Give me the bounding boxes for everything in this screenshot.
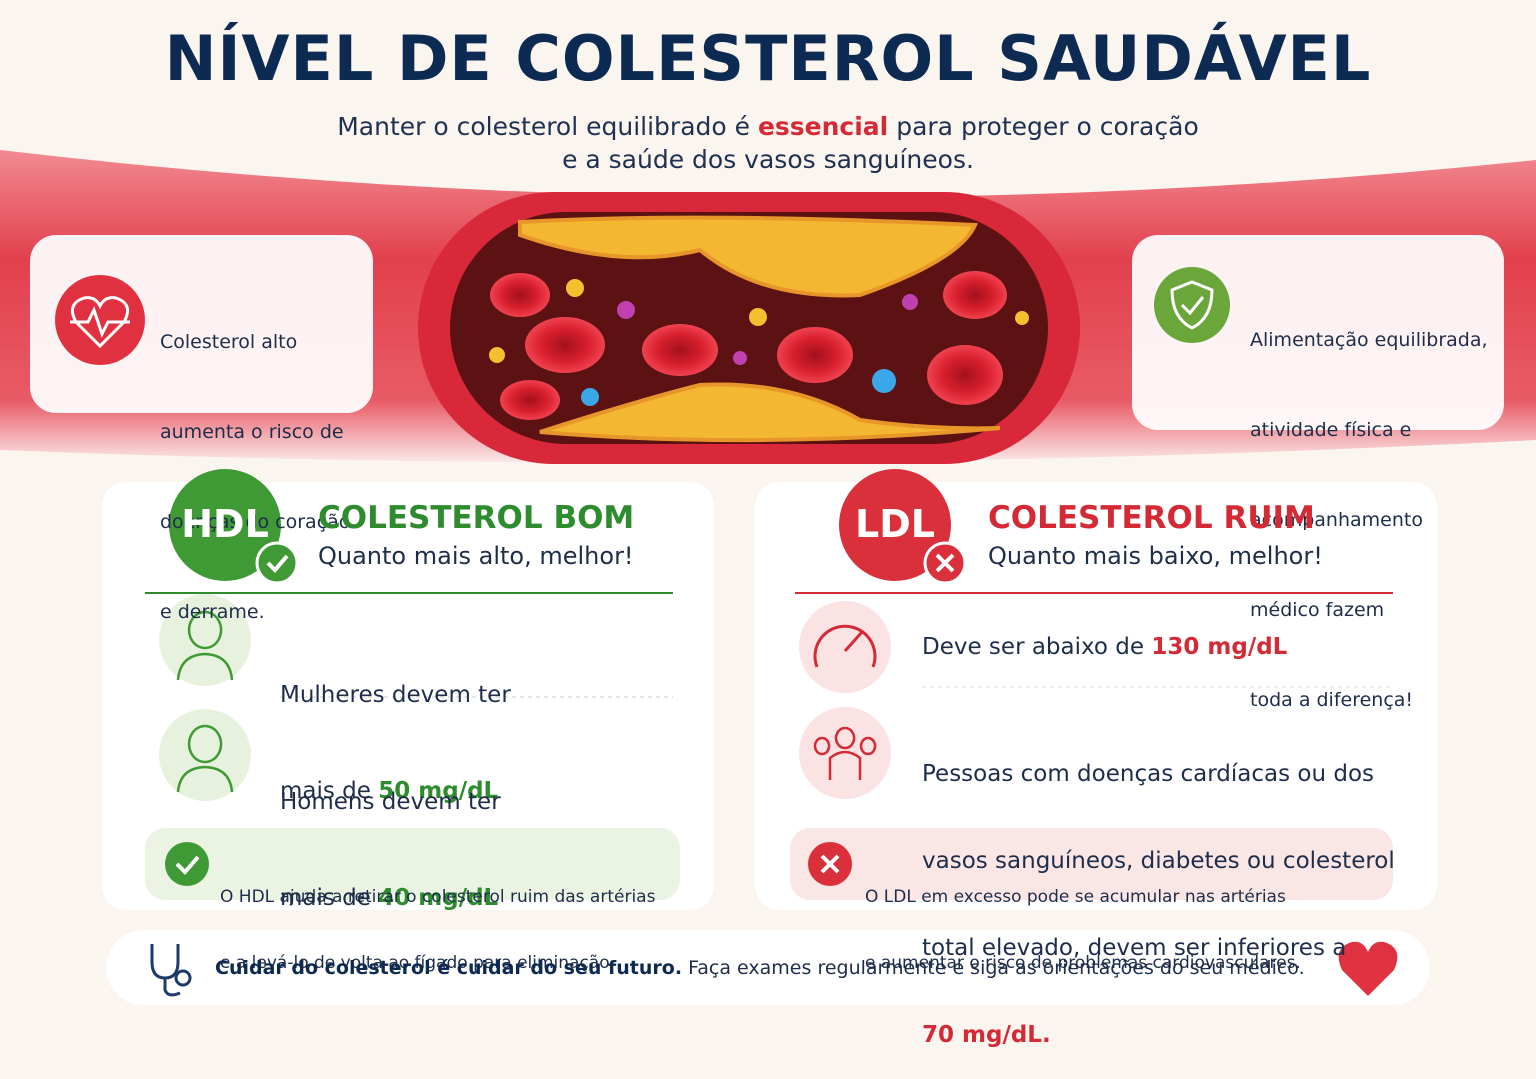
hdl-note-box (145, 828, 680, 900)
hdl-badge (169, 469, 281, 581)
shield-icon-line (1170, 280, 1214, 330)
subtitle-highlight: essencial (757, 112, 889, 141)
blood-cells (489, 271, 1029, 420)
shield-icon (1154, 267, 1230, 343)
x-mark (935, 553, 955, 573)
title: NÍVEL DE COLESTEROL SAUDÁVEL (164, 22, 1372, 95)
note-box (1132, 235, 1504, 430)
ldl-subtitle: Quanto mais baixo, melhor! (988, 542, 1323, 570)
heart-icon (55, 275, 145, 365)
item-value: 130 mg/dL (1151, 634, 1288, 660)
item-line: mais de 40 mg/dL (280, 882, 501, 914)
footer-bold: Cuidar do colesterol é cuidar do seu fut… (215, 957, 683, 979)
note-line: atividade física e (1250, 419, 1412, 441)
gauge-icon-line (813, 624, 877, 668)
item-value: 50 mg/dL (378, 778, 499, 804)
note-line: O HDL ajuda a retirar o colesterol ruim … (220, 887, 656, 907)
item-line: Homens devem ter (280, 789, 501, 815)
note-line: O LDL em excesso pode se acumular nas ar… (865, 887, 1286, 907)
man-icon (159, 709, 251, 801)
note-line: Colesterol alto (160, 331, 298, 353)
plaque (539, 382, 1001, 443)
ldl-note: O LDL em excesso pode se acumular nas ar… (865, 842, 1301, 996)
page: NÍVEL DE COLESTEROL SAUDÁVEL Manter o co… (0, 22, 1536, 1048)
hdl-badge-label: HDL (181, 502, 269, 546)
hdl-note: O HDL ajuda a retirar o colesterol ruim … (220, 842, 655, 996)
item-value: 40 mg/dL (378, 885, 499, 911)
subtitle-text: Manter o colesterol equilibrado é (337, 112, 758, 141)
x-mark (820, 854, 840, 874)
note-line: toda a diferença! (1250, 689, 1414, 711)
hdl-item: Mulheres devem ter mais de 50 mg/dL (280, 615, 511, 839)
heart-icon (1338, 941, 1398, 996)
note-line: doenças do coração (160, 511, 351, 533)
ldl-card (755, 482, 1437, 910)
ldl-title: COLESTEROL RUIM (988, 500, 1315, 536)
note-line: Alimentação equilibrada, (1250, 329, 1488, 351)
note-line: acompanhamento (1250, 509, 1423, 531)
hdl-item: Homens devem ter mais de 40 mg/dL (280, 722, 501, 946)
item-prefix: mais de (280, 885, 379, 911)
plaque (518, 215, 978, 298)
item-line: Pessoas com doenças cardíacas ou dos (922, 761, 1375, 787)
check-mark (266, 554, 289, 573)
check-mark (175, 855, 200, 875)
right-note: Alimentação equilibrada, atividade físic… (1250, 265, 1488, 745)
note-line: aumenta o risco de (160, 421, 344, 443)
footer-box (107, 930, 1429, 1005)
subtitle-text: para proteger o coração (888, 112, 1199, 141)
ldl-item: Deve ser abaixo de 130 mg/dL (922, 631, 1287, 663)
note-line: e a levá-lo de volta ao fígado para elim… (220, 953, 615, 973)
footer-text: Faça exames regularmente e siga as orien… (682, 957, 1305, 979)
gauge-icon (799, 601, 891, 693)
subtitle: e a saúde dos vasos sanguíneos. (562, 145, 974, 174)
item-line: mais de 50 mg/dL (280, 775, 511, 807)
note-line: e derrame. (160, 601, 265, 623)
stethoscope-icon (150, 944, 181, 997)
item-value: 70 mg/dL. (922, 1022, 1051, 1048)
item-prefix: Deve ser abaixo de (922, 634, 1152, 660)
ldl-badge (839, 469, 951, 581)
hdl-title: COLESTEROL BOM (318, 500, 635, 536)
hdl-subtitle: Quanto mais alto, melhor! (318, 542, 634, 570)
ldl-badge-label: LDL (855, 502, 935, 546)
woman-icon-line (176, 610, 234, 681)
check-icon (165, 842, 209, 886)
man-icon-line (176, 724, 234, 793)
background-art (0, 150, 1536, 1005)
note-line: e aumentar o risco de problemas cardiova… (865, 953, 1301, 973)
hdl-card (102, 482, 714, 910)
ldl-note-box (790, 828, 1393, 900)
woman-icon (159, 594, 251, 686)
people-icon-line (813, 726, 877, 780)
stethoscope-icon (174, 969, 192, 987)
item-line: vasos sanguíneos, diabetes ou colesterol (922, 848, 1395, 874)
item-prefix: mais de (280, 778, 379, 804)
ldl-item: Pessoas com doenças cardíacas ou dos vas… (922, 702, 1395, 1079)
heart-icon-line (70, 296, 130, 349)
footer: Cuidar do colesterol é cuidar do seu fut… (215, 957, 1305, 979)
item-line: total elevado, devem ser inferiores a (922, 935, 1347, 961)
note-line: médico fazem (1250, 599, 1385, 621)
check-icon (255, 541, 299, 585)
subtitle: Manter o colesterol equilibrado é essenc… (0, 112, 1536, 141)
left-note: Colesterol alto aumenta o risco de doenç… (160, 267, 350, 657)
item-line: Mulheres devem ter (280, 682, 511, 708)
